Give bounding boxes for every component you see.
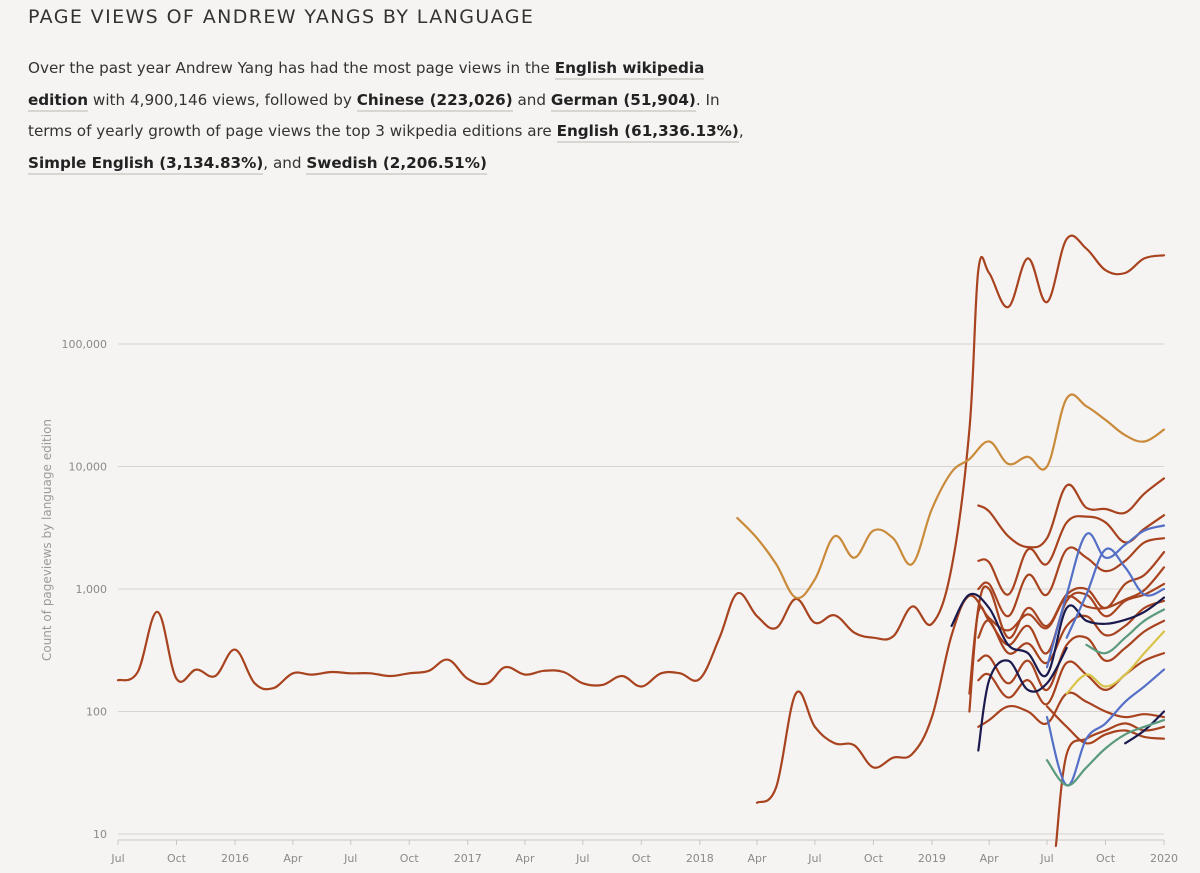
series-line-9[interactable]: [977, 599, 1166, 665]
y-axis-label: Count of pageviews by language edition: [40, 419, 54, 661]
x-tick-label: Oct: [632, 852, 652, 865]
x-tick-label: Oct: [1096, 852, 1116, 865]
series-line-23[interactable]: [1065, 630, 1166, 695]
series-line-6[interactable]: [977, 537, 1166, 618]
series-line-15[interactable]: [950, 592, 1166, 678]
link-simple-english-growth[interactable]: Simple English (3,134.83%): [28, 153, 264, 175]
y-tick-label: 10,000: [69, 461, 108, 474]
x-tick-label: 2019: [918, 852, 946, 865]
x-axis: Jul Oct 2016 Apr Jul Oct 2017 Apr Jul Oct 2018 Apr J…: [110, 839, 1178, 865]
x-tick-label: 2018: [686, 852, 714, 865]
summary-text-3: and: [512, 90, 551, 109]
x-tick-label: Apr: [748, 852, 768, 865]
series-lines: [116, 234, 1166, 847]
link-german-edition[interactable]: German (51,904): [550, 90, 696, 112]
x-tick-label: Jul: [575, 852, 589, 865]
x-tick-label: Jul: [110, 852, 124, 865]
y-axis: 10 100 1,000 10,000 100,000: [62, 338, 108, 841]
series-line-2[interactable]: [736, 393, 1166, 600]
series-line-3[interactable]: [755, 566, 1166, 804]
link-english-growth[interactable]: English (61,336.13%): [556, 122, 739, 143]
x-tick-label: Oct: [400, 852, 420, 865]
summary-text-6: , and: [263, 153, 307, 172]
series-line-16[interactable]: [977, 646, 1068, 752]
series-line-7[interactable]: [968, 551, 1166, 713]
x-tick-label: 2016: [221, 852, 249, 865]
summary-text-1: Over the past year Andrew Yang has had t…: [28, 59, 555, 77]
series-line-4[interactable]: [977, 477, 1166, 549]
summary-text-2: with 4,900,146 views, followed by: [88, 90, 357, 109]
x-tick-label: Oct: [167, 852, 187, 865]
link-swedish-growth[interactable]: Swedish (2,206.51%): [306, 153, 487, 175]
series-line-13[interactable]: [1045, 705, 1166, 745]
x-tick-label: Apr: [283, 852, 303, 865]
x-tick-label: 2017: [454, 852, 482, 865]
y-tick-label: 100,000: [62, 338, 108, 351]
summary-paragraph: Over the past year Andrew Yang has had t…: [28, 53, 768, 179]
x-tick-label: Jul: [807, 852, 821, 865]
x-tick-label: Oct: [864, 852, 884, 865]
page-title: PAGE VIEWS OF ANDREW YANGS BY LANGUAGE: [28, 6, 535, 28]
y-tick-label: 100: [86, 706, 107, 719]
link-chinese-edition[interactable]: Chinese (223,026): [356, 90, 513, 112]
x-tick-label: Apr: [515, 852, 535, 865]
link-english-edition[interactable]: English wikipedia edition: [28, 59, 705, 112]
series-line-18[interactable]: [1045, 524, 1166, 669]
series-line-21[interactable]: [1045, 719, 1166, 787]
series-line-17[interactable]: [1124, 710, 1166, 745]
summary-text-5: ,: [738, 122, 744, 140]
x-tick-label: Jul: [1039, 852, 1053, 865]
series-line-1[interactable]: [116, 234, 1166, 691]
series-line-10[interactable]: [977, 619, 1166, 691]
x-tick-label: Jul: [343, 852, 357, 865]
grid-lines: [118, 343, 1164, 835]
summary-text-4: . In terms of yearly growth of page view…: [28, 90, 720, 141]
x-tick-label: 2020: [1150, 852, 1178, 865]
y-tick-label: 1,000: [76, 583, 108, 596]
y-tick-label: 10: [93, 828, 107, 841]
x-tick-label: Apr: [980, 852, 1000, 865]
series-line-22[interactable]: [1085, 608, 1166, 655]
series-line-20[interactable]: [1065, 547, 1166, 639]
